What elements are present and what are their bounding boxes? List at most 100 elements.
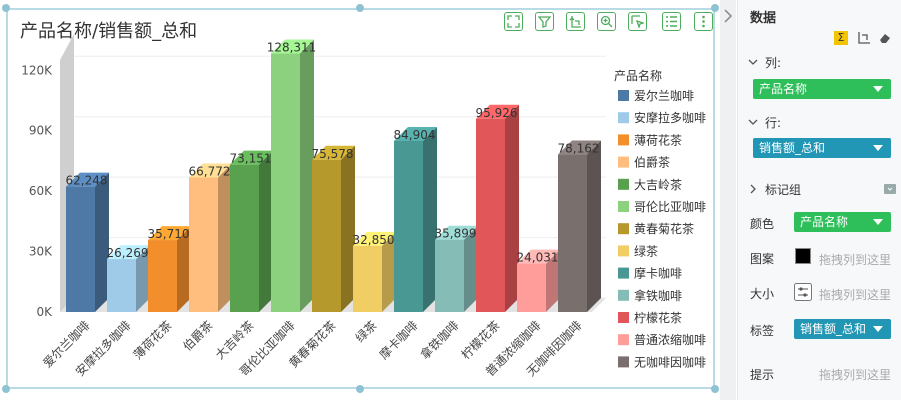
- legend-entry: 摩卡咖啡: [634, 266, 682, 281]
- chevron-right-icon: [720, 6, 736, 26]
- col-label: 列:: [765, 54, 781, 71]
- bar-side: [423, 127, 437, 312]
- bar: [148, 240, 177, 312]
- y-tick-label: 30K: [29, 245, 53, 259]
- legend-entry: 伯爵茶: [634, 155, 670, 170]
- size-drop-zone[interactable]: 拖拽列到这里: [819, 286, 891, 303]
- tag-field-text: 销售额_总和: [800, 322, 866, 336]
- bar: [66, 187, 95, 312]
- legend-swatch: [618, 201, 629, 212]
- legend-swatch: [618, 179, 629, 190]
- dropdown-caret-icon: [873, 219, 883, 225]
- data-label: 24,031: [517, 251, 559, 265]
- tag-field-pill[interactable]: 销售额_总和: [794, 319, 891, 339]
- bar: [517, 264, 546, 312]
- chevron-down-icon[interactable]: [748, 117, 758, 127]
- bar: [394, 141, 423, 312]
- x-tick-label: 薄荷花茶: [130, 318, 175, 363]
- legend-entry: 爱尔兰咖啡: [634, 88, 694, 103]
- tag-label: 标签: [750, 322, 774, 339]
- legend-entry: 大吉岭茶: [634, 177, 682, 192]
- legend-swatch: [618, 356, 629, 367]
- x-tick-label: 拿铁咖啡: [417, 318, 462, 363]
- dropdown-caret-icon: [873, 86, 883, 92]
- panel-collapse-strip[interactable]: [720, 0, 736, 400]
- chevron-right-icon[interactable]: [748, 184, 758, 194]
- sum-icon[interactable]: Σ: [834, 31, 848, 45]
- panel-title: 数据: [750, 7, 776, 26]
- size-slider-icon[interactable]: [794, 283, 812, 301]
- data-label: 32,850: [353, 233, 395, 247]
- tag-icon[interactable]: [884, 183, 896, 195]
- legend-entry: 绿茶: [634, 243, 658, 258]
- legend-entry: 普通浓缩咖啡: [634, 332, 706, 347]
- legend-entry: 薄荷花茶: [634, 132, 682, 147]
- chevron-down-icon[interactable]: [748, 57, 758, 67]
- bar-side: [259, 151, 273, 312]
- legend-swatch: [618, 268, 629, 279]
- y-tick-label: 60K: [29, 184, 53, 198]
- row-field-pill[interactable]: 销售额_总和: [753, 138, 891, 158]
- size-label: 大小: [750, 285, 774, 302]
- tip-drop-zone[interactable]: 拖拽列到这里: [819, 366, 891, 383]
- bar: [353, 246, 382, 312]
- y-tick-label: 0K: [36, 305, 53, 319]
- pattern-drop-zone[interactable]: 拖拽列到这里: [819, 251, 891, 268]
- col-field-pill[interactable]: 产品名称: [753, 79, 891, 99]
- data-panel: 数据 Σ 列: 产品名称 行: 销售额_总和 标记组 颜色 产品名称 图案 拖拽…: [737, 0, 901, 400]
- legend-entry: 黄春菊花茶: [634, 221, 694, 236]
- legend-swatch: [618, 134, 629, 145]
- bar-side: [505, 105, 519, 312]
- data-label: 62,248: [66, 174, 108, 188]
- bar: [435, 240, 464, 312]
- legend-swatch: [618, 290, 629, 301]
- legend-title: 产品名称: [614, 68, 662, 83]
- bar: [312, 160, 341, 312]
- marks-label: 标记组: [765, 181, 801, 198]
- row-label: 行:: [765, 114, 781, 131]
- x-tick-label: 绿茶: [352, 318, 380, 346]
- chart-axis-icon[interactable]: [857, 31, 871, 45]
- eraser-icon[interactable]: [879, 32, 891, 44]
- bar: [271, 54, 300, 312]
- bar-side: [341, 146, 355, 312]
- bar-chart: 0K 30K 60K 90K 120K 62,248 爱尔兰咖啡 26,269 安摩拉多咖啡 35…: [0, 0, 720, 400]
- bar: [558, 155, 587, 312]
- bar: [230, 165, 259, 312]
- legend-swatch: [618, 223, 629, 234]
- data-label: 35,899: [435, 227, 477, 241]
- col-field-text: 产品名称: [759, 82, 807, 96]
- color-field-pill[interactable]: 产品名称: [794, 212, 891, 232]
- legend-swatch: [618, 312, 629, 323]
- row-field-text: 销售额_总和: [759, 141, 825, 155]
- legend-entry: 柠檬花茶: [634, 310, 682, 325]
- data-label: 75,578: [312, 147, 354, 161]
- dropdown-caret-icon: [873, 145, 883, 151]
- legend-entry: 拿铁咖啡: [634, 288, 682, 303]
- bar: [189, 178, 218, 312]
- data-label: 73,151: [230, 152, 272, 166]
- data-label: 26,269: [107, 246, 149, 260]
- pattern-label: 图案: [750, 250, 774, 267]
- color-field-text: 产品名称: [800, 215, 848, 229]
- bar: [107, 259, 136, 312]
- legend-swatch: [618, 334, 629, 345]
- bar-side: [300, 40, 314, 312]
- data-label: 128,311: [267, 41, 317, 55]
- x-tick-label: 伯爵茶: [180, 318, 216, 354]
- legend-swatch: [618, 90, 629, 101]
- y-tick-label: 120K: [21, 63, 53, 77]
- data-label: 95,926: [476, 106, 518, 120]
- legend-swatch: [618, 157, 629, 168]
- pattern-swatch[interactable]: [795, 248, 811, 264]
- bar: [476, 119, 505, 312]
- data-label: 84,904: [394, 128, 436, 142]
- data-label: 66,772: [189, 165, 231, 179]
- bar-side: [587, 141, 601, 312]
- legend-swatch: [618, 112, 629, 123]
- color-label: 颜色: [750, 215, 774, 232]
- data-label: 78,162: [558, 142, 600, 156]
- data-label: 35,710: [148, 227, 190, 241]
- bar-side: [95, 173, 109, 312]
- bar-side: [218, 164, 232, 312]
